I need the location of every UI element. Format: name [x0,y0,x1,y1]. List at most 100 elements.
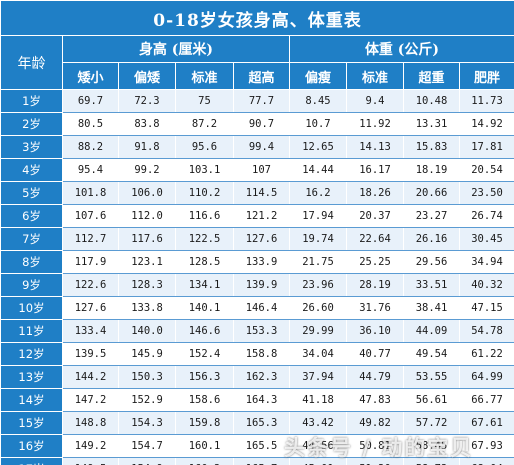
height-value-cell: 149.2 [62,434,119,458]
table-row: 16岁 149.2 154.7 160.1 165.5 44.56 50.81 58.45 67… [0,434,514,458]
table-row: 7岁 112.7 117.6 122.5 127.6 19.74 22.64 26.16 30.… [0,227,514,251]
height-value-cell: 133.9 [233,250,290,274]
age-cell: 5岁 [0,181,63,205]
weight-value-cell: 58.45 [403,434,460,458]
weight-value-cell: 28.19 [346,273,404,297]
height-value-cell: 128.3 [118,273,176,297]
height-value-cell: 69.7 [62,89,119,113]
age-cell: 3岁 [0,135,63,159]
weight-value-cell: 18.19 [403,158,460,182]
weight-value-cell: 47.83 [346,388,404,412]
weight-value-cell: 11.73 [458,89,514,113]
age-cell: 10岁 [0,296,63,320]
weight-value-cell: 11.92 [346,112,404,136]
height-value-cell: 95.4 [62,158,119,182]
age-cell: 6岁 [0,204,63,228]
age-cell: 17岁 [0,457,63,465]
height-value-cell: 139.5 [62,342,119,366]
height-value-cell: 148.8 [62,411,119,435]
height-value-cell: 106.0 [118,181,176,205]
weight-value-cell: 53.55 [403,365,460,389]
weight-value-cell: 56.61 [403,388,460,412]
table-body: 1岁 69.7 72.3 75 77.7 8.45 9.4 10.48 11.73 2岁 80.5 8… [0,89,514,465]
height-value-cell: 128.5 [175,250,234,274]
weight-value-cell: 31.76 [346,296,404,320]
height-value-cell: 80.5 [62,112,119,136]
height-col-header: 偏矮 [118,62,176,90]
height-value-cell: 149.5 [62,457,119,465]
weight-value-cell: 10.48 [403,89,460,113]
weight-value-cell: 18.26 [346,181,404,205]
weight-value-cell: 34.04 [289,342,347,366]
weight-value-cell: 19.74 [289,227,347,251]
age-column-header: 年龄 [0,35,63,90]
weight-value-cell: 30.45 [458,227,514,251]
weight-value-cell: 26.16 [403,227,460,251]
height-value-cell: 122.5 [175,227,234,251]
weight-value-cell: 36.10 [346,319,404,343]
height-value-cell: 134.1 [175,273,234,297]
weight-value-cell: 61.22 [458,342,514,366]
weight-value-cell: 23.96 [289,273,347,297]
table-row: 12岁 139.5 145.9 152.4 158.8 34.04 40.77 49.54 61… [0,342,514,366]
weight-value-cell: 20.66 [403,181,460,205]
weight-value-cell: 47.15 [458,296,514,320]
height-col-header: 矮小 [62,62,119,90]
weight-group-header: 体重 (公斤) [288,35,514,63]
height-value-cell: 165.3 [233,411,290,435]
height-value-cell: 160.3 [175,457,234,465]
weight-value-cell: 22.64 [346,227,404,251]
height-value-cell: 77.7 [233,89,290,113]
watermark: 头条号 / 动的宝贝 [284,436,474,460]
height-value-cell: 122.6 [62,273,119,297]
table-row: 13岁 144.2 150.3 156.3 162.3 37.94 44.79 53.55 64… [0,365,514,389]
height-value-cell: 87.2 [175,112,234,136]
table-row: 15岁 148.8 154.3 159.8 165.3 43.42 49.82 57.72 67… [0,411,514,435]
weight-value-cell: 10.7 [289,112,347,136]
weight-value-cell: 17.94 [289,204,347,228]
height-value-cell: 127.6 [62,296,119,320]
height-value-cell: 107 [233,158,290,182]
height-value-cell: 156.3 [175,365,234,389]
height-value-cell: 153.3 [233,319,290,343]
weight-value-cell: 26.74 [458,204,514,228]
height-value-cell: 88.2 [62,135,119,159]
weight-value-cell: 33.51 [403,273,460,297]
height-value-cell: 83.8 [118,112,176,136]
height-value-cell: 158.6 [175,388,234,412]
height-value-cell: 165.5 [233,434,290,458]
height-value-cell: 154.3 [118,411,176,435]
height-value-cell: 107.6 [62,204,119,228]
weight-col-header: 偏瘦 [289,62,347,90]
height-value-cell: 72.3 [118,89,176,113]
height-col-header: 超高 [233,62,290,90]
weight-value-cell: 8.45 [289,89,347,113]
weight-value-cell: 16.17 [346,158,404,182]
table-row: 9岁 122.6 128.3 134.1 139.9 23.96 28.19 33.51 40.… [0,273,514,297]
height-value-cell: 99.4 [233,135,290,159]
height-value-cell: 133.8 [118,296,176,320]
weight-value-cell: 20.54 [458,158,514,182]
table-row: 8岁 117.9 123.1 128.5 133.9 21.75 25.25 29.56 34.… [0,250,514,274]
age-cell: 15岁 [0,411,63,435]
height-group-header: 身高 (厘米) [62,35,290,63]
table-row: 14岁 147.2 152.9 158.6 164.3 41.18 47.83 56.61 66… [0,388,514,412]
weight-value-cell: 44.09 [403,319,460,343]
table-title: 0-18岁女孩身高、体重表 [0,0,514,36]
weight-value-cell: 44.79 [346,365,404,389]
weight-value-cell: 41.18 [289,388,347,412]
table-row: 4岁 95.4 99.2 103.1 107 14.44 16.17 18.19 20.54 [0,158,514,182]
height-value-cell: 133.4 [62,319,119,343]
weight-value-cell: 17.81 [458,135,514,159]
age-cell: 1岁 [0,89,63,113]
table-row: 3岁 88.2 91.8 95.6 99.4 12.65 14.13 15.83 17.81 [0,135,514,159]
height-value-cell: 110.2 [175,181,234,205]
height-value-cell: 112.0 [118,204,176,228]
weight-value-cell: 12.65 [289,135,347,159]
height-value-cell: 139.9 [233,273,290,297]
height-value-cell: 123.1 [118,250,176,274]
weight-value-cell: 16.2 [289,181,347,205]
weight-value-cell: 26.60 [289,296,347,320]
height-value-cell: 140.0 [118,319,176,343]
